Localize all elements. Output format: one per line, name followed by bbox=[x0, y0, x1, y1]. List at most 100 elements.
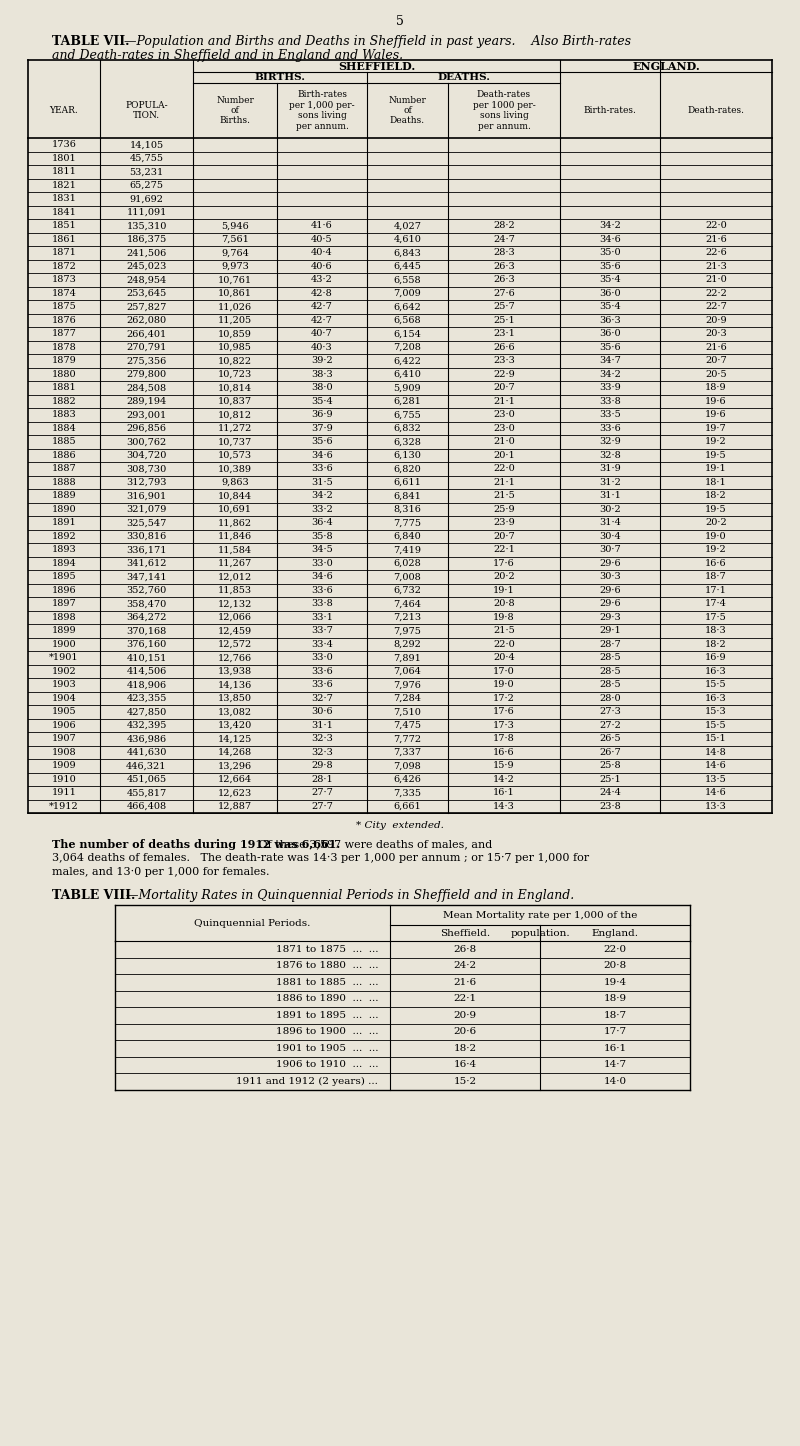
Text: 300,762: 300,762 bbox=[126, 437, 166, 447]
Text: 33·6: 33·6 bbox=[311, 586, 333, 594]
Text: 25·1: 25·1 bbox=[599, 775, 621, 784]
Text: 33·2: 33·2 bbox=[311, 505, 333, 513]
Text: 34·5: 34·5 bbox=[311, 545, 333, 554]
Text: 12,887: 12,887 bbox=[218, 801, 252, 811]
Text: 13·5: 13·5 bbox=[705, 775, 727, 784]
Text: 20·4: 20·4 bbox=[493, 654, 515, 662]
Text: 22·7: 22·7 bbox=[705, 302, 727, 311]
Text: 7,284: 7,284 bbox=[394, 694, 422, 703]
Text: 135,310: 135,310 bbox=[126, 221, 166, 230]
Text: 21·0: 21·0 bbox=[705, 275, 727, 285]
Text: 20·2: 20·2 bbox=[493, 573, 515, 581]
Text: 12,664: 12,664 bbox=[218, 775, 252, 784]
Text: 40·4: 40·4 bbox=[311, 249, 333, 257]
Text: 1903: 1903 bbox=[52, 680, 76, 690]
Text: 37·9: 37·9 bbox=[311, 424, 333, 432]
Text: 18·2: 18·2 bbox=[705, 492, 727, 500]
Text: 19·1: 19·1 bbox=[705, 464, 727, 473]
Text: 6,642: 6,642 bbox=[394, 302, 422, 311]
Text: 1909: 1909 bbox=[52, 761, 76, 771]
Text: 14·2: 14·2 bbox=[493, 775, 515, 784]
Text: SHEFFIELD.: SHEFFIELD. bbox=[338, 61, 415, 71]
Text: 21·6: 21·6 bbox=[454, 977, 477, 986]
Text: 1886 to 1890  ...  ...: 1886 to 1890 ... ... bbox=[275, 995, 378, 1004]
Text: Birth-rates.: Birth-rates. bbox=[583, 106, 637, 116]
Text: 27·2: 27·2 bbox=[599, 720, 621, 730]
Text: 34·6: 34·6 bbox=[311, 573, 333, 581]
Text: 12,572: 12,572 bbox=[218, 639, 252, 649]
Text: England.: England. bbox=[591, 928, 638, 937]
Text: 12,766: 12,766 bbox=[218, 654, 252, 662]
Text: 15·5: 15·5 bbox=[705, 720, 727, 730]
Text: Of these 3,597 were deaths of males, and: Of these 3,597 were deaths of males, and bbox=[248, 839, 492, 849]
Text: 23·0: 23·0 bbox=[493, 424, 515, 432]
Text: 21·6: 21·6 bbox=[705, 343, 727, 351]
Text: 36·0: 36·0 bbox=[599, 289, 621, 298]
Text: 1911 and 1912 (2 years) ...: 1911 and 1912 (2 years) ... bbox=[236, 1077, 378, 1086]
Text: 28·2: 28·2 bbox=[493, 221, 515, 230]
Text: 13,938: 13,938 bbox=[218, 667, 252, 675]
Text: 1873: 1873 bbox=[51, 275, 77, 285]
Text: 1875: 1875 bbox=[52, 302, 76, 311]
Text: 6,611: 6,611 bbox=[394, 477, 422, 487]
Text: 1841: 1841 bbox=[51, 208, 77, 217]
Text: 19·4: 19·4 bbox=[603, 977, 626, 986]
Text: 1880: 1880 bbox=[52, 370, 76, 379]
Text: 1907: 1907 bbox=[52, 735, 76, 743]
Text: 279,800: 279,800 bbox=[126, 370, 166, 379]
Text: 11,862: 11,862 bbox=[218, 518, 252, 528]
Text: Death-rates.: Death-rates. bbox=[687, 106, 745, 116]
Text: 17·4: 17·4 bbox=[705, 599, 727, 609]
Text: 6,281: 6,281 bbox=[394, 396, 422, 406]
Text: 19·0: 19·0 bbox=[493, 680, 515, 690]
Text: 16·9: 16·9 bbox=[705, 654, 727, 662]
Text: 33·6: 33·6 bbox=[599, 424, 621, 432]
Text: BIRTHS.: BIRTHS. bbox=[254, 72, 306, 82]
Text: 31·9: 31·9 bbox=[599, 464, 621, 473]
Text: 11,272: 11,272 bbox=[218, 424, 252, 432]
Text: 13·3: 13·3 bbox=[705, 801, 727, 811]
Text: 40·5: 40·5 bbox=[311, 234, 333, 244]
Text: 7,772: 7,772 bbox=[394, 735, 422, 743]
Text: 5,909: 5,909 bbox=[394, 383, 422, 392]
Text: 28·1: 28·1 bbox=[311, 775, 333, 784]
Text: 33·4: 33·4 bbox=[311, 639, 333, 649]
Text: 6,130: 6,130 bbox=[394, 451, 422, 460]
Text: 34·2: 34·2 bbox=[599, 221, 621, 230]
Text: 304,720: 304,720 bbox=[126, 451, 166, 460]
Text: 38·0: 38·0 bbox=[311, 383, 333, 392]
Text: 7,098: 7,098 bbox=[394, 761, 422, 771]
Text: 34·2: 34·2 bbox=[311, 492, 333, 500]
Text: *1912: *1912 bbox=[49, 801, 79, 811]
Text: 34·2: 34·2 bbox=[599, 370, 621, 379]
Text: 20·7: 20·7 bbox=[493, 532, 515, 541]
Text: 1881: 1881 bbox=[52, 383, 76, 392]
Text: 31·4: 31·4 bbox=[599, 518, 621, 528]
Text: 13,420: 13,420 bbox=[218, 720, 252, 730]
Text: 7,475: 7,475 bbox=[394, 720, 422, 730]
Text: Number
of
Deaths.: Number of Deaths. bbox=[389, 95, 426, 126]
Text: 18·3: 18·3 bbox=[705, 626, 727, 635]
Text: 15·1: 15·1 bbox=[705, 735, 727, 743]
Text: 6,426: 6,426 bbox=[394, 775, 422, 784]
Text: 22·6: 22·6 bbox=[705, 249, 727, 257]
Text: 24·4: 24·4 bbox=[599, 788, 621, 797]
Text: 14,125: 14,125 bbox=[218, 735, 252, 743]
Text: 14·8: 14·8 bbox=[705, 748, 727, 756]
Text: 22·9: 22·9 bbox=[493, 370, 515, 379]
Text: 293,001: 293,001 bbox=[126, 411, 166, 419]
Text: 11,026: 11,026 bbox=[218, 302, 252, 311]
Text: 31·5: 31·5 bbox=[311, 477, 333, 487]
Text: 18·7: 18·7 bbox=[603, 1011, 626, 1019]
Text: 27·3: 27·3 bbox=[599, 707, 621, 716]
Text: 20·6: 20·6 bbox=[454, 1027, 477, 1037]
Text: 1877: 1877 bbox=[51, 330, 77, 338]
Text: 441,630: 441,630 bbox=[126, 748, 166, 756]
Text: 16·3: 16·3 bbox=[705, 694, 727, 703]
Text: 32·7: 32·7 bbox=[311, 694, 333, 703]
Text: 11,205: 11,205 bbox=[218, 315, 252, 325]
Text: 4,610: 4,610 bbox=[394, 234, 422, 244]
Text: 11,853: 11,853 bbox=[218, 586, 252, 594]
Text: 34·7: 34·7 bbox=[599, 356, 621, 366]
Text: 42·7: 42·7 bbox=[311, 302, 333, 311]
